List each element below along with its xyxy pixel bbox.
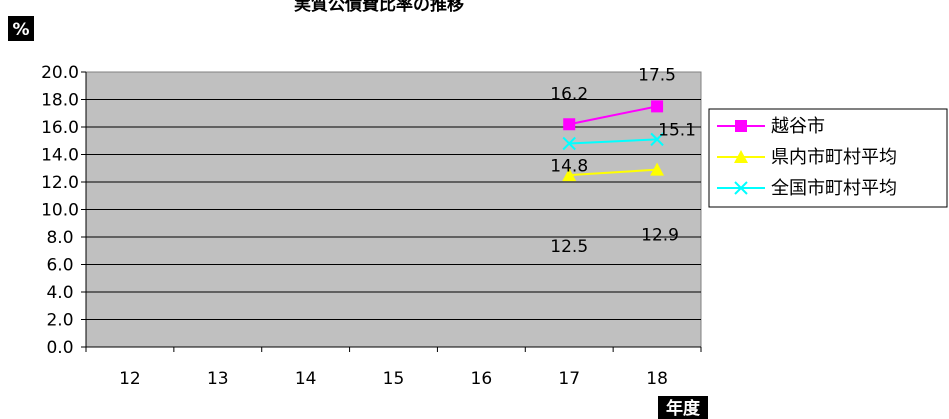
legend-marker: [734, 150, 748, 163]
x-tick-label: 18: [646, 369, 668, 389]
legend-label: 越谷市: [771, 116, 825, 137]
x-tick-label: 13: [207, 369, 229, 389]
x-tick-label: 15: [383, 369, 405, 389]
data-label: 15.1: [658, 120, 696, 140]
x-unit-box: [658, 396, 708, 419]
data-label: 17.5: [638, 65, 676, 85]
x-axis: 12 13 14 15 16 17 18: [85, 346, 702, 389]
y-tick-label: 10.0: [41, 201, 79, 221]
legend-marker: [735, 120, 747, 132]
series-1: 12.5 12.9: [550, 162, 679, 257]
series-2: 14.8 15.1: [550, 120, 696, 176]
y-unit-label: %: [12, 20, 29, 40]
chart-title: 実質公債費比率の推移: [294, 0, 464, 15]
series-line: [569, 138, 658, 145]
data-point: [650, 162, 665, 176]
y-tick-label: 8.0: [46, 228, 73, 248]
data-point: [650, 132, 664, 147]
y-tick-label: 20.0: [41, 63, 79, 83]
legend-item-2: 全国市町村平均: [717, 178, 897, 199]
y-tick-label: 0.0: [46, 338, 73, 358]
y-tick-label: 18.0: [41, 91, 79, 111]
data-point: [563, 118, 576, 131]
y-tick-label: 2.0: [46, 311, 73, 331]
legend-label: 県内市町村平均: [771, 147, 897, 168]
y-unit-box: [8, 16, 34, 41]
gridlines: [86, 99, 701, 320]
series-line: [569, 168, 658, 177]
series-0: 16.2 17.5: [550, 65, 676, 131]
data-point: [651, 100, 664, 113]
y-tick-label: 6.0: [46, 256, 73, 276]
x-tick-label: 14: [295, 369, 317, 389]
series-line: [569, 105, 658, 126]
x-unit-label: 年度: [666, 398, 701, 419]
legend-item-1: 県内市町村平均: [717, 147, 897, 168]
x-tick-label: 17: [558, 369, 580, 389]
data-point: [562, 168, 577, 182]
x-tick-label: 16: [471, 369, 493, 389]
data-label: 12.9: [641, 226, 679, 246]
data-label: 12.5: [550, 237, 588, 257]
x-tick-label: 12: [119, 369, 141, 389]
legend-item-0: 越谷市: [717, 116, 825, 137]
y-axis: 0.0 2.0 4.0 6.0 8.0 10.0 12.0 14.0 16.0 18.0 20.0: [41, 63, 87, 358]
legend-marker: [734, 181, 748, 195]
y-tick-label: 4.0: [46, 283, 73, 303]
data-point: [562, 136, 576, 151]
y-tick-label: 14.0: [41, 146, 79, 166]
legend-label: 全国市町村平均: [771, 178, 897, 199]
data-label: 14.8: [550, 157, 588, 177]
y-tick-label: 16.0: [41, 118, 79, 138]
data-label: 16.2: [550, 84, 588, 104]
y-tick-label: 12.0: [41, 173, 79, 193]
series-group: 16.2 17.5 12.5 12.9 14.8 15.1: [550, 65, 696, 257]
